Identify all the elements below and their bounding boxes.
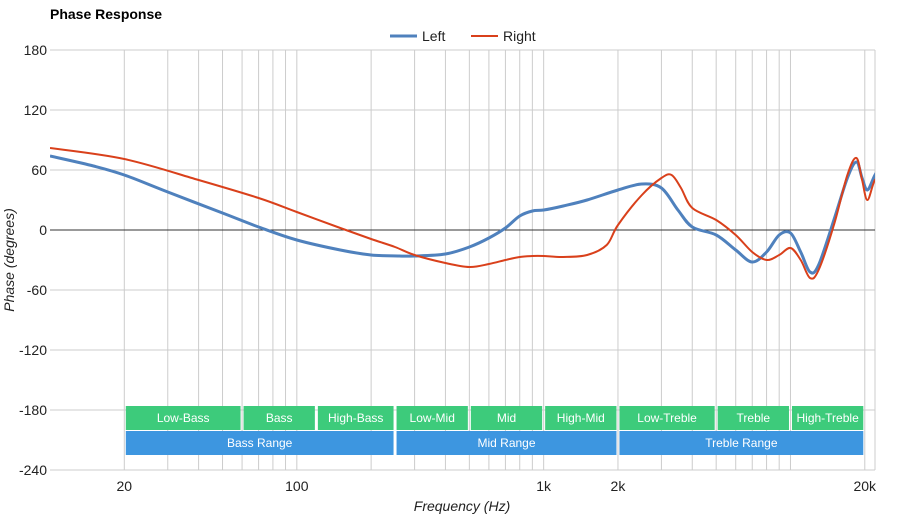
x-tick-label: 20k <box>853 478 877 494</box>
band-high-treble <box>791 406 864 430</box>
band-high-bass <box>317 406 394 430</box>
band-label: Treble <box>737 411 771 425</box>
y-tick-label: 180 <box>24 42 48 58</box>
band-mid-range <box>396 431 617 455</box>
band-label: Low-Treble <box>637 411 697 425</box>
band-label: High-Mid <box>557 411 605 425</box>
y-tick-label: -240 <box>19 462 47 478</box>
x-tick-labels: 20 100 1k 2k 20k <box>117 478 878 494</box>
y-tick-label: 60 <box>31 162 47 178</box>
band-high-mid <box>545 406 617 430</box>
band-label: High-Treble <box>797 411 860 425</box>
band-bass-range <box>125 431 394 455</box>
band-low-treble <box>619 406 715 430</box>
band-label: Bass Range <box>227 436 293 450</box>
series-lines <box>50 147 875 280</box>
band-treble-range <box>619 431 864 455</box>
y-tick-label: -60 <box>27 282 47 298</box>
legend: Left Right <box>390 28 536 44</box>
legend-label-left: Left <box>422 28 445 44</box>
band-label: Mid Range <box>477 436 535 450</box>
x-tick-label: 1k <box>536 478 552 494</box>
band-bass <box>243 406 315 430</box>
y-tick-label: 120 <box>24 102 48 118</box>
band-label: High-Bass <box>328 411 383 425</box>
x-tick-label: 100 <box>285 478 309 494</box>
y-tick-label: -180 <box>19 402 47 418</box>
x-axis-title: Frequency (Hz) <box>414 498 510 514</box>
band-low-mid <box>396 406 468 430</box>
frequency-bands: Low-Bass Bass High-Bass Low-Mid Mid High-Mid L… <box>125 406 864 455</box>
x-tick-label: 20 <box>117 478 133 494</box>
band-mid <box>470 406 543 430</box>
y-axis-title: Phase (degrees) <box>1 208 17 312</box>
band-low-bass <box>125 406 241 430</box>
x-tick-label: 2k <box>611 478 627 494</box>
y-tick-labels: 180 120 60 0 -60 -120 -180 -240 <box>19 42 47 478</box>
series-line-right <box>50 147 875 280</box>
band-label: Low-Mid <box>410 411 455 425</box>
chart-title: Phase Response <box>50 6 162 22</box>
y-tick-label: 0 <box>39 222 47 238</box>
series-line-left <box>50 154 875 275</box>
band-label: Treble Range <box>705 436 778 450</box>
band-treble <box>717 406 789 430</box>
band-label: Low-Bass <box>157 411 210 425</box>
legend-label-right: Right <box>503 28 536 44</box>
band-label: Bass <box>266 411 293 425</box>
y-tick-label: -120 <box>19 342 47 358</box>
band-label: Mid <box>497 411 516 425</box>
